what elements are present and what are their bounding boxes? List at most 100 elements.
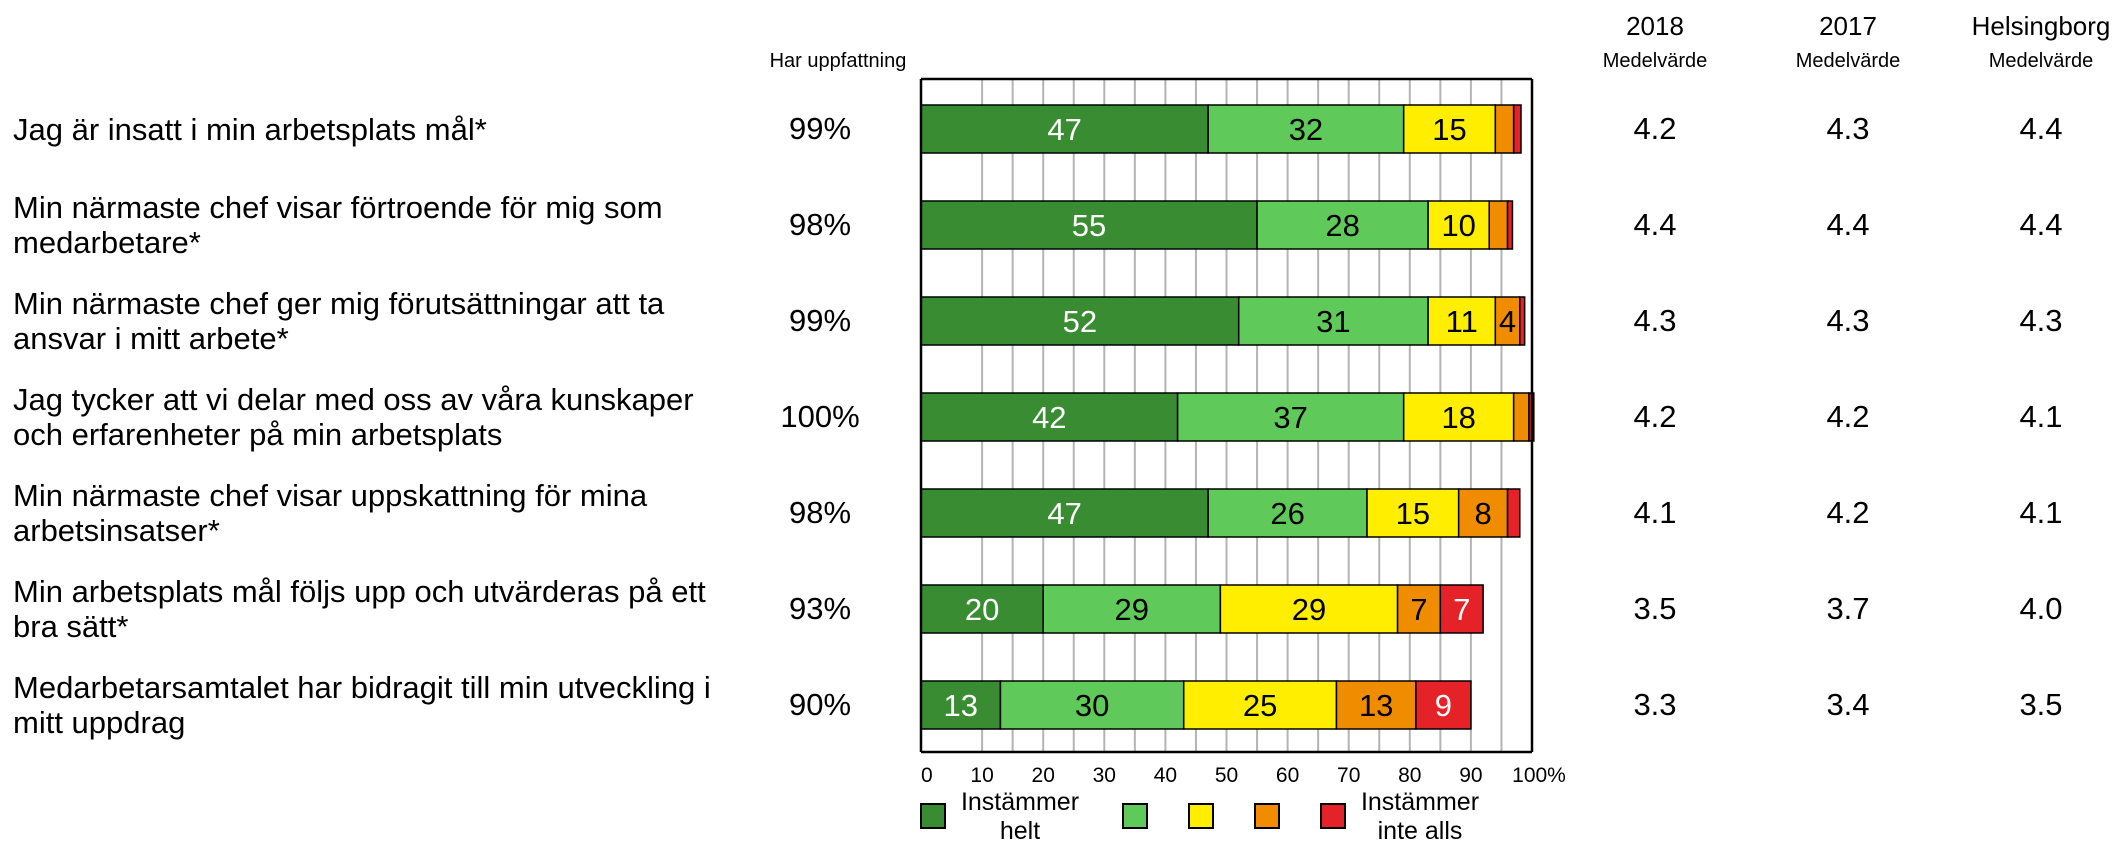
column-header-2018: 2018 bbox=[1626, 11, 1684, 41]
data-label: 29 bbox=[1292, 592, 1326, 627]
medelvarde-2017: 4.2 bbox=[1826, 495, 1870, 530]
medelvarde-2018: 4.4 bbox=[1633, 207, 1677, 242]
bar-segment bbox=[1439, 584, 1484, 634]
column-header-helsingborg: Helsingborg bbox=[1971, 11, 2111, 41]
medelvarde-2018: 3.5 bbox=[1633, 591, 1677, 626]
medelvarde-2017: 4.2 bbox=[1826, 399, 1870, 434]
har-uppfattning-value: 99% bbox=[788, 303, 852, 338]
question-label: Jag är insatt i min arbetsplats mål* bbox=[13, 111, 487, 147]
question-label: Min närmaste chef ger mig förutsättninga… bbox=[13, 286, 665, 356]
medelvarde-2017: 4.3 bbox=[1826, 303, 1870, 338]
bar-segment bbox=[1207, 104, 1405, 154]
x-tick-label: 30 bbox=[1093, 764, 1116, 787]
question-label: Medarbetarsamtalet har bidragit till min… bbox=[13, 670, 711, 740]
bar-segment bbox=[1042, 584, 1222, 634]
data-label: 42 bbox=[1032, 400, 1066, 435]
legend-swatch-instammer-inte-alls bbox=[1320, 803, 1346, 829]
medelvarde-2018: 4.2 bbox=[1633, 111, 1677, 146]
medelvarde-2017: 3.7 bbox=[1826, 591, 1870, 626]
data-label: 32 bbox=[1289, 112, 1323, 147]
legend-swatch-light-green bbox=[1122, 803, 1148, 829]
bar-segment bbox=[1488, 200, 1509, 250]
data-label: 30 bbox=[1075, 688, 1109, 723]
column-subheader-2017: Medelvärde bbox=[1795, 50, 1901, 72]
bar-segment bbox=[920, 104, 1209, 154]
data-label: 47 bbox=[1047, 496, 1081, 531]
bar-segment bbox=[1519, 296, 1526, 346]
medelvarde-helsingborg: 4.1 bbox=[2019, 399, 2063, 434]
medelvarde-2017: 3.4 bbox=[1826, 687, 1870, 722]
medelvarde-2017: 4.4 bbox=[1826, 207, 1870, 242]
medelvarde-helsingborg: 4.4 bbox=[2019, 207, 2063, 242]
data-label: 55 bbox=[1072, 208, 1106, 243]
bar-segment bbox=[920, 296, 1240, 346]
har-uppfattning-header: Har uppfattning bbox=[769, 50, 907, 72]
x-tick-label: 100% bbox=[1512, 764, 1566, 787]
medelvarde-2018: 4.2 bbox=[1633, 399, 1677, 434]
har-uppfattning-value: 98% bbox=[788, 207, 852, 242]
bar-segment bbox=[1457, 488, 1509, 538]
legend-swatch-orange bbox=[1254, 803, 1280, 829]
bar-segment bbox=[1512, 104, 1522, 154]
data-label: 8 bbox=[1474, 496, 1491, 531]
bar-segment bbox=[1427, 200, 1490, 250]
data-label: 13 bbox=[1359, 688, 1393, 723]
medelvarde-helsingborg: 4.0 bbox=[2019, 591, 2063, 626]
bar-segment bbox=[1494, 296, 1521, 346]
column-header-2017: 2017 bbox=[1819, 11, 1877, 41]
legend-swatch-yellow bbox=[1188, 803, 1214, 829]
data-label: 15 bbox=[1396, 496, 1430, 531]
bar-segment bbox=[1494, 104, 1515, 154]
bar-segment bbox=[1256, 200, 1429, 250]
har-uppfattning-value: 90% bbox=[788, 687, 852, 722]
data-label: 18 bbox=[1441, 400, 1475, 435]
medelvarde-helsingborg: 3.5 bbox=[2019, 687, 2063, 722]
data-label: 15 bbox=[1432, 112, 1466, 147]
bar-segment bbox=[920, 680, 1002, 730]
data-label: 47 bbox=[1047, 112, 1081, 147]
data-label: 4 bbox=[1499, 304, 1516, 339]
data-label: 20 bbox=[965, 592, 999, 627]
medelvarde-helsingborg: 4.4 bbox=[2019, 111, 2063, 146]
x-tick-label: 50 bbox=[1215, 764, 1238, 787]
har-uppfattning-value: 93% bbox=[788, 591, 852, 626]
data-label: 10 bbox=[1441, 208, 1475, 243]
legend-swatch-instammer-helt bbox=[920, 803, 946, 829]
bar-segment bbox=[920, 200, 1258, 250]
x-tick-label: 40 bbox=[1154, 764, 1177, 787]
bar-segment bbox=[1506, 488, 1521, 538]
data-label: 28 bbox=[1325, 208, 1359, 243]
x-tick-label: 70 bbox=[1337, 764, 1360, 787]
data-label: 31 bbox=[1316, 304, 1350, 339]
column-subheader-helsingborg: Medelvärde bbox=[1988, 50, 2094, 72]
bar-segment bbox=[999, 680, 1185, 730]
x-tick-label: 0 bbox=[921, 764, 933, 787]
data-label: 26 bbox=[1270, 496, 1304, 531]
bar-segment bbox=[1237, 296, 1429, 346]
har-uppfattning-value: 98% bbox=[788, 495, 852, 530]
data-label: 52 bbox=[1063, 304, 1097, 339]
medelvarde-2017: 4.3 bbox=[1826, 111, 1870, 146]
data-label: 29 bbox=[1115, 592, 1149, 627]
question-label: Min närmaste chef visar uppskattning för… bbox=[13, 478, 648, 548]
x-tick-label: 10 bbox=[970, 764, 993, 787]
data-label: 11 bbox=[1446, 304, 1478, 339]
medelvarde-2018: 4.3 bbox=[1633, 303, 1677, 338]
har-uppfattning-value: 99% bbox=[788, 111, 852, 146]
har-uppfattning-value: 100% bbox=[780, 399, 860, 434]
legend-label-instammer-inte-alls: Instämmer inte alls bbox=[1360, 788, 1480, 845]
bar-segment bbox=[1402, 392, 1515, 442]
legend-label-instammer-helt: Instämmer helt bbox=[960, 788, 1080, 845]
question-label: Min arbetsplats mål följs upp och utvärd… bbox=[13, 574, 706, 644]
bar-segment bbox=[1396, 584, 1442, 634]
x-tick-label: 90 bbox=[1459, 764, 1482, 787]
bar-segment bbox=[1415, 680, 1472, 730]
x-tick-label: 60 bbox=[1276, 764, 1299, 787]
medelvarde-2018: 3.3 bbox=[1633, 687, 1677, 722]
bar-segment bbox=[1366, 488, 1460, 538]
bar-segment bbox=[920, 488, 1209, 538]
data-label: 7 bbox=[1453, 592, 1470, 627]
medelvarde-helsingborg: 4.3 bbox=[2019, 303, 2063, 338]
medelvarde-helsingborg: 4.1 bbox=[2019, 495, 2063, 530]
